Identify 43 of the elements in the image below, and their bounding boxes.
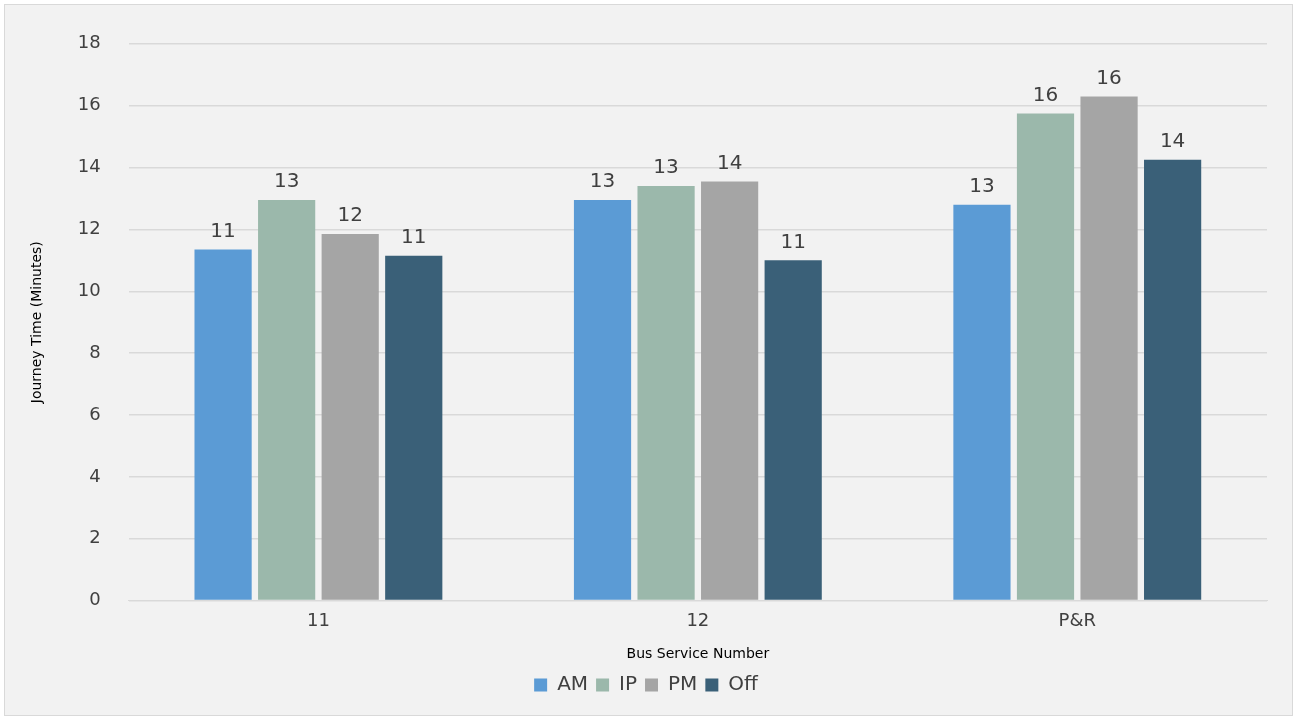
bar	[637, 186, 695, 600]
x-axis-title: Bus Service Number	[626, 645, 770, 662]
bar	[1144, 159, 1202, 600]
x-tick-label: 12	[686, 609, 710, 631]
data-label: 13	[653, 154, 679, 179]
data-label: 14	[1159, 128, 1186, 152]
data-label: 13	[589, 168, 616, 193]
data-label: 12	[337, 202, 363, 227]
data-label: 16	[1096, 64, 1122, 89]
legend-label: AM	[557, 671, 589, 696]
data-label: 14	[716, 149, 743, 174]
data-label: 13	[273, 168, 300, 193]
bar	[258, 200, 316, 600]
y-tick-label: 0	[89, 588, 101, 610]
y-tick-label: 6	[89, 402, 101, 424]
legend-label: PM	[668, 671, 698, 696]
data-label: 11	[780, 228, 806, 253]
y-tick-label: 16	[77, 93, 101, 115]
y-axis-title: Journey Time (Minutes)	[28, 241, 45, 405]
legend-label: IP	[619, 671, 638, 696]
x-tick-label: 11	[306, 609, 330, 631]
bar	[953, 204, 1011, 600]
bar	[321, 234, 379, 600]
legend-label: Off	[728, 671, 760, 696]
y-tick-label: 2	[89, 526, 101, 548]
bar	[194, 249, 252, 600]
data-label: 16	[1032, 81, 1059, 106]
y-tick-label: 8	[89, 340, 101, 362]
y-tick-label: 12	[77, 217, 101, 239]
data-label: 11	[401, 223, 427, 248]
y-tick-label: 10	[77, 278, 101, 300]
y-tick-label: 4	[89, 464, 101, 486]
x-tick-label: P&R	[1058, 609, 1096, 631]
bar	[573, 200, 632, 600]
y-tick-label: 18	[77, 31, 101, 53]
bar	[764, 260, 822, 600]
data-label: 11	[210, 217, 236, 242]
y-tick-label: 14	[77, 155, 101, 177]
bar	[701, 181, 759, 600]
data-label: 13	[969, 172, 995, 197]
bar	[1080, 96, 1138, 600]
bar	[1016, 113, 1075, 600]
bar	[385, 255, 443, 600]
